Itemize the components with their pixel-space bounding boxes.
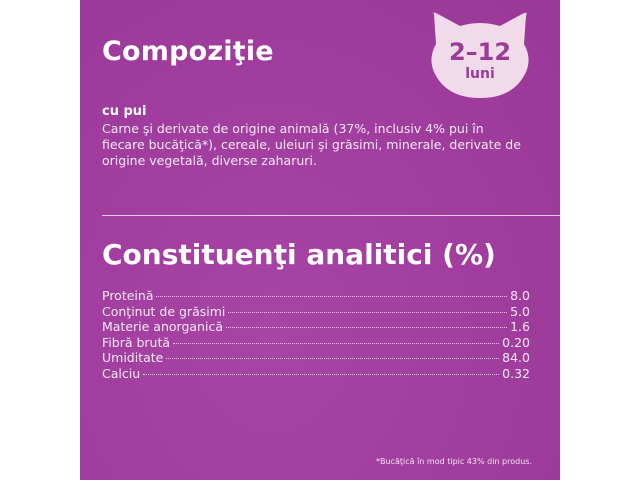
composition-title: Compoziţie <box>102 36 274 67</box>
footnote: *Bucăţică în mod tipic 43% din produs. <box>376 457 532 466</box>
row-label: Fibră brută <box>102 334 171 350</box>
row-value: 1.6 <box>510 319 530 334</box>
variant-label: cu pui <box>102 104 147 119</box>
row-value: 84.0 <box>502 350 530 365</box>
row-value: 0.20 <box>502 334 530 350</box>
cat-head-icon <box>431 12 529 99</box>
dot-leader <box>156 296 508 297</box>
row-label: Umiditate <box>102 350 164 365</box>
divider <box>102 215 560 216</box>
label-panel: Compoziţie 2–12 luni cu pui Carne şi der… <box>80 0 560 480</box>
row-label: Calciu <box>102 365 141 381</box>
analytics-row: Fibră brută 0.20 <box>102 335 530 351</box>
analytics-row: Conţinut de grăsimi 5.0 <box>102 304 530 320</box>
age-range: 2–12 <box>448 38 512 66</box>
dot-leader <box>166 358 500 359</box>
analytics-row: Umiditate 84.0 <box>102 350 530 366</box>
age-unit: luni <box>465 66 495 82</box>
analytics-list: Proteină 8.0 Conţinut de grăsimi 5.0 Mater… <box>102 288 530 381</box>
row-value: 8.0 <box>510 288 530 303</box>
analytics-row: Materie anorganică 1.6 <box>102 319 530 335</box>
row-value: 5.0 <box>510 303 530 319</box>
analytics-title: Constituenţi analitici (%) <box>102 238 496 271</box>
dot-leader <box>173 342 500 344</box>
row-label: Proteină <box>102 288 154 303</box>
row-label: Materie anorganică <box>102 319 223 334</box>
row-value: 0.32 <box>502 365 530 381</box>
dot-leader <box>228 311 508 313</box>
age-badge: 2–12 luni <box>426 10 534 100</box>
analytics-row: Calciu 0.32 <box>102 366 530 382</box>
composition-description: Carne şi derivate de origine animală (37… <box>102 121 521 168</box>
dot-leader <box>225 327 508 328</box>
dot-leader <box>143 373 500 375</box>
row-label: Conţinut de grăsimi <box>102 303 226 319</box>
analytics-row: Proteină 8.0 <box>102 288 530 304</box>
